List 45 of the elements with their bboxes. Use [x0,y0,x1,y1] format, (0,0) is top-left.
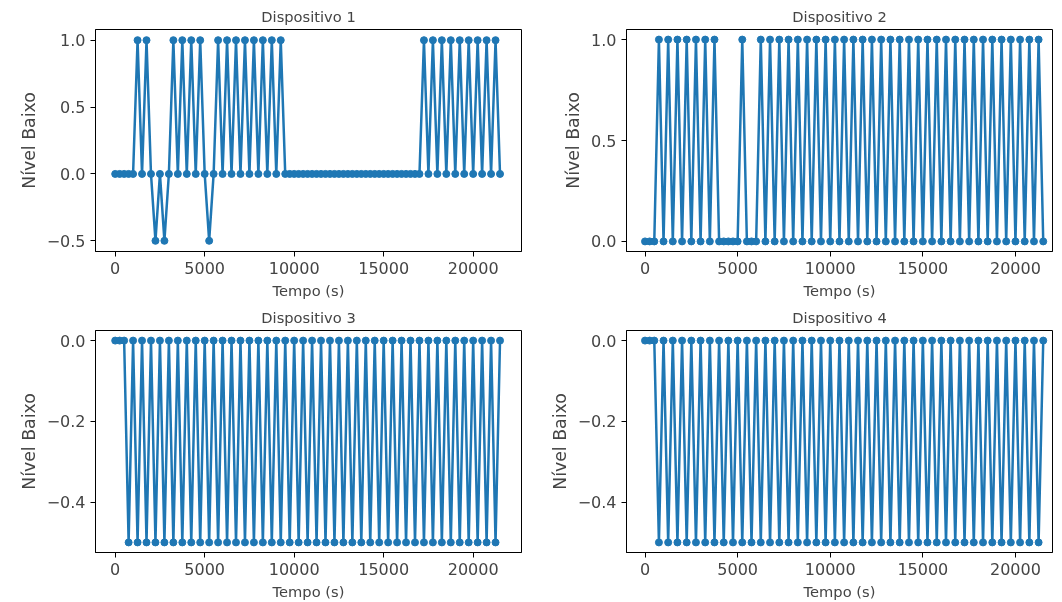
x-tick-label: 5000 [184,258,226,278]
x-axis-title: Tempo (s) [271,281,345,299]
x-tick-label: 20000 [447,559,499,579]
x-tick-label: 0 [639,258,651,278]
x-tick-label: 15000 [358,559,410,579]
x-tick-label: 20000 [990,559,1041,579]
y-axis-title: Nível Baixo [549,393,570,490]
x-tick-label: 10000 [804,258,856,278]
chart-title: Dispositivo 2 [792,7,887,25]
y-tick-label: 0.0 [60,331,86,351]
x-tick-label: 5000 [184,559,226,579]
x-axis-title: Tempo (s) [802,582,876,600]
y-tick-label: −0.4 [577,493,617,513]
y-axis-title: Nível Baixo [563,92,584,189]
y-tick-label: −0.4 [46,493,86,513]
y-tick-label: −0.2 [577,412,617,432]
x-axis-title: Tempo (s) [271,582,345,600]
y-tick-label: 0.5 [591,131,617,151]
x-tick-label: 20000 [447,258,499,278]
y-tick-label: −0.5 [46,231,86,251]
x-tick-label: 15000 [358,258,410,278]
chart-title: Dispositivo 3 [261,308,356,326]
x-tick-label: 20000 [990,258,1041,278]
y-tick-label: 0.0 [60,164,86,184]
y-tick-label: 1.0 [60,31,86,51]
x-tick-label: 10000 [268,258,320,278]
x-tick-label: 0 [110,559,121,579]
x-tick-label: 5000 [717,559,758,579]
x-tick-label: 10000 [804,559,856,579]
x-tick-label: 0 [639,559,651,579]
chart-title: Dispositivo 1 [261,7,356,25]
x-tick-label: 5000 [717,258,758,278]
y-tick-label: 0.5 [60,98,86,118]
x-tick-label: 15000 [897,258,949,278]
y-tick-label: 0.0 [591,331,617,351]
y-axis-title: Nível Baixo [18,393,39,490]
x-axis-title: Tempo (s) [802,281,876,299]
x-tick-label: 10000 [268,559,320,579]
y-axis-title: Nível Baixo [18,92,39,189]
y-tick-label: 1.0 [591,30,617,50]
y-tick-label: −0.2 [46,412,86,432]
x-tick-label: 0 [110,258,121,278]
chart-title: Dispositivo 4 [792,308,887,326]
x-tick-label: 15000 [897,559,949,579]
y-tick-label: 0.0 [591,232,617,252]
